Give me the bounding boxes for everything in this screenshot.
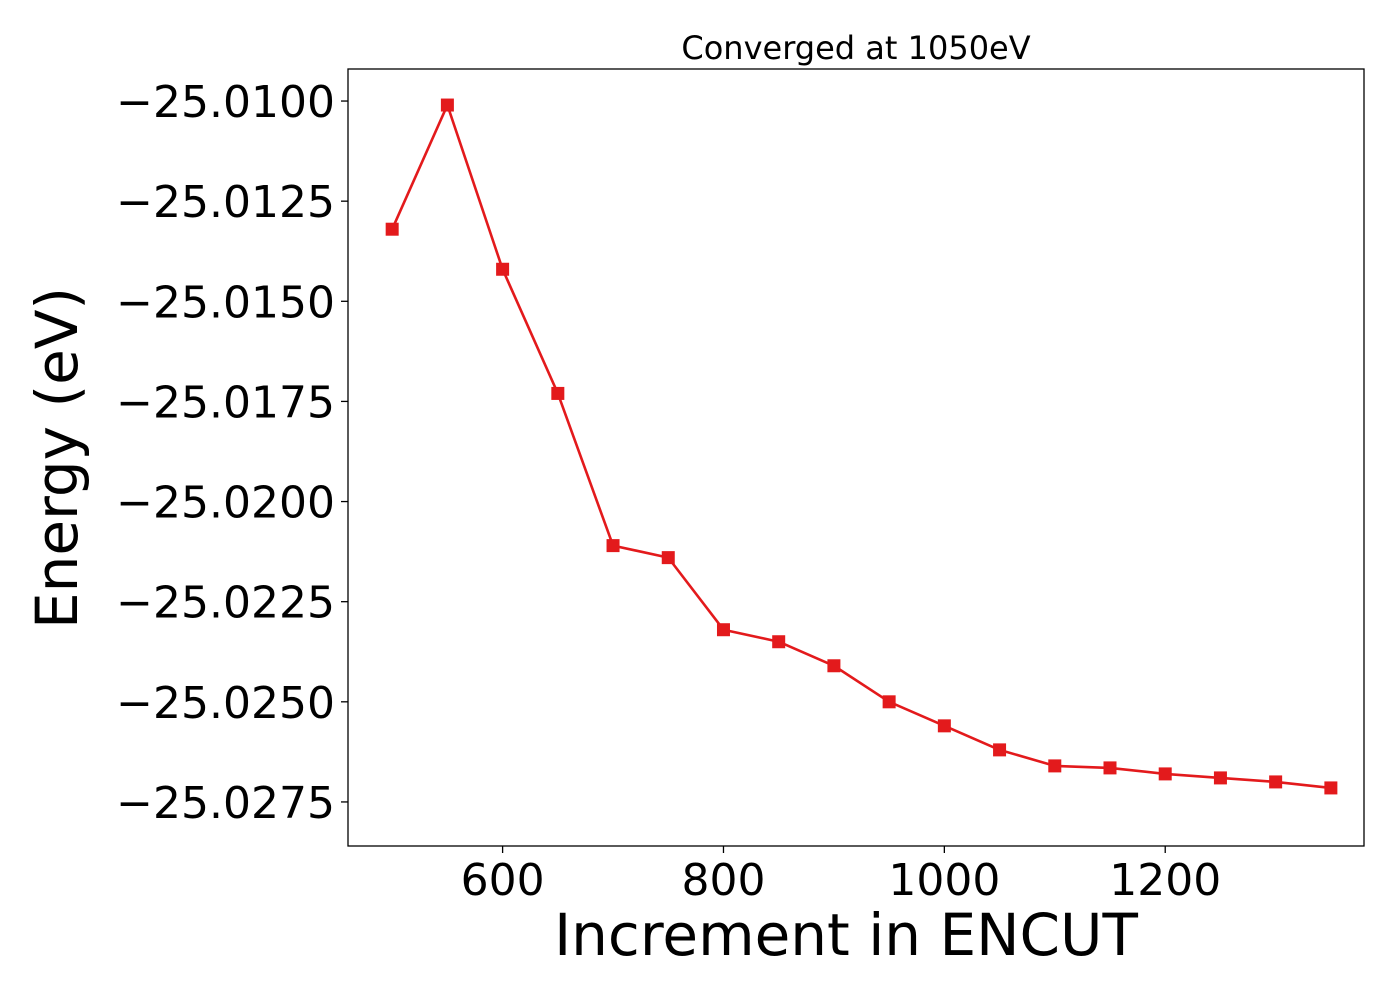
y-tick-label: −25.0100 (116, 77, 335, 128)
data-point-marker (1103, 761, 1117, 775)
y-tick-label: −25.0250 (116, 678, 335, 729)
data-point-marker (606, 539, 620, 553)
series-line (390, 103, 1332, 790)
x-axis-label: Increment in ENCUT (554, 901, 1138, 969)
data-point-marker (993, 743, 1007, 757)
y-tick-label: −25.0175 (116, 377, 335, 428)
x-axis-ticks: 600 800 1000 1200 (461, 846, 1221, 906)
data-series (385, 98, 1338, 795)
x-tick-label: 1200 (1109, 855, 1221, 906)
data-point-marker (1324, 781, 1338, 795)
chart-title: Converged at 1050eV (681, 29, 1030, 67)
data-point-marker (937, 719, 951, 733)
data-point-marker (716, 623, 730, 637)
x-tick-label: 1000 (888, 855, 1000, 906)
data-point-marker (551, 386, 565, 400)
y-tick-label: −25.0150 (116, 277, 335, 328)
y-tick-label: −25.0200 (116, 478, 335, 529)
data-point-marker (1213, 771, 1227, 785)
data-point-marker (1048, 759, 1062, 773)
y-axis-label: Energy (eV) (23, 287, 91, 629)
data-point-marker (827, 659, 841, 673)
data-point-marker (496, 262, 510, 276)
data-point-marker (661, 551, 675, 565)
y-tick-label: −25.0125 (116, 177, 335, 228)
plot-frame (347, 68, 1365, 847)
data-point-marker (772, 635, 786, 649)
data-point-marker (1269, 775, 1283, 789)
y-tick-label: −25.0225 (116, 578, 335, 629)
x-tick-label: 600 (461, 855, 545, 906)
data-point-marker (1158, 767, 1172, 781)
y-tick-label: −25.0275 (116, 778, 335, 829)
x-tick-label: 800 (681, 855, 765, 906)
y-axis-ticks: −25.0100 −25.0125 −25.0150 −25.0175 −25.0200… (116, 77, 348, 829)
data-point-marker (440, 98, 454, 112)
data-point-marker (385, 222, 399, 236)
data-point-marker (882, 695, 896, 709)
